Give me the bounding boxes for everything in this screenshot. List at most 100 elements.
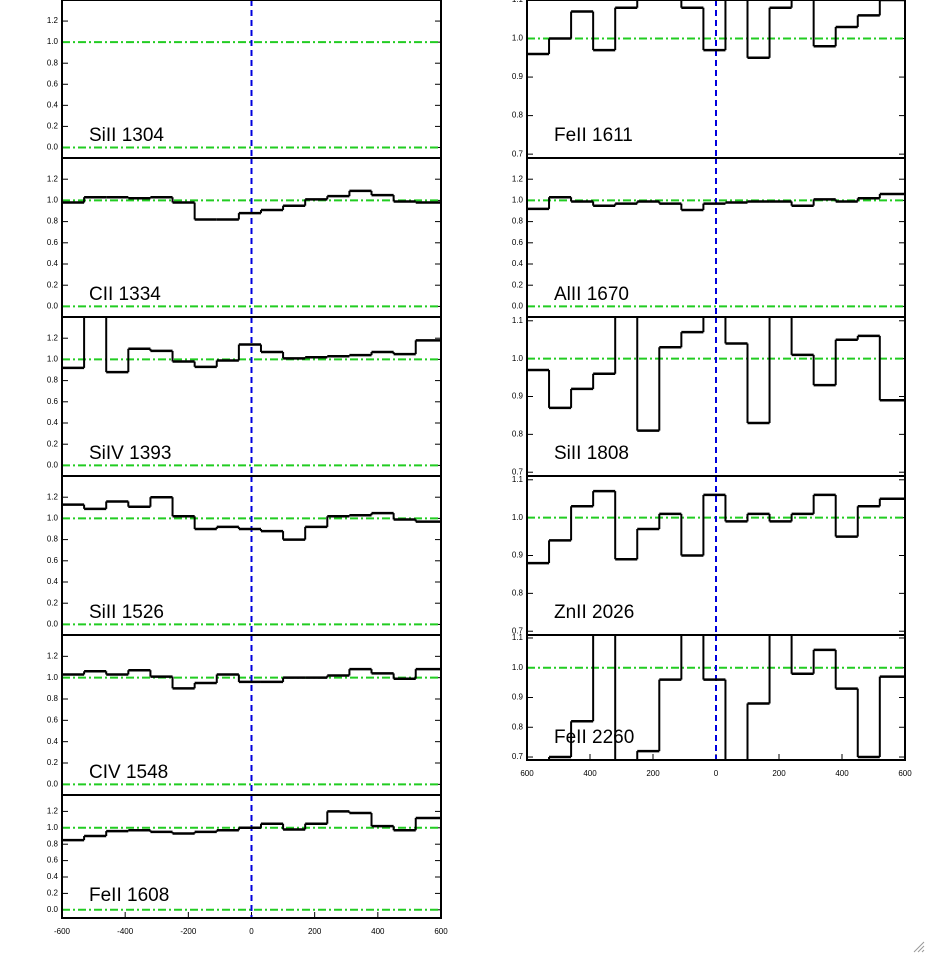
y-tick-label: 1.0 <box>47 673 59 682</box>
x-tick-label: 200 <box>308 927 322 936</box>
y-tick-label: 0.9 <box>512 392 524 401</box>
x-tick-label: -200 <box>180 927 197 936</box>
step-line <box>527 0 905 60</box>
y-tick-label: 1.1 <box>512 0 524 4</box>
y-tick-label: 1.2 <box>47 16 59 25</box>
panel: 0.7 0.8 0.9 1.0 1.1 FeII 1611 <box>512 0 906 159</box>
step-line <box>62 189 441 221</box>
y-tick-label: 0.0 <box>47 461 59 470</box>
y-tick-label: 1.2 <box>47 651 59 660</box>
panel: 0.0 0.2 0.4 0.6 0.8 1.0 1.2 SiIV 1393 <box>47 316 442 477</box>
y-tick-label: 0.7 <box>512 467 524 476</box>
step-line <box>62 667 441 690</box>
y-tick-label: 0.8 <box>47 376 59 385</box>
y-tick-label: 0.4 <box>512 259 524 268</box>
y-tick-label: 0.8 <box>512 429 524 438</box>
x-tick-label: 400 <box>835 769 849 778</box>
y-tick-label: 0.2 <box>512 280 524 289</box>
step-line <box>62 495 441 541</box>
y-tick-label: 0.4 <box>47 100 59 109</box>
x-tick-label: 0 <box>249 927 254 936</box>
y-tick-label: 1.1 <box>512 475 524 484</box>
line-label: SiII 1526 <box>89 602 164 623</box>
y-tick-label: 1.0 <box>512 663 524 672</box>
panel: 0.0 0.2 0.4 0.6 0.8 1.0 1.2 CII 1334 <box>47 157 442 318</box>
y-tick-label: 0.4 <box>47 418 59 427</box>
y-tick-label: 0.2 <box>47 889 59 898</box>
y-tick-label: 0.2 <box>47 598 59 607</box>
y-tick-label: 1.2 <box>47 333 59 342</box>
x-tick-label: 600 <box>898 769 912 778</box>
y-tick-label: 1.0 <box>512 513 524 522</box>
y-tick-label: 1.1 <box>512 316 524 325</box>
y-tick-label: 1.0 <box>512 196 524 205</box>
y-tick-label: 0.6 <box>47 856 59 865</box>
y-tick-label: 0.2 <box>47 280 59 289</box>
panel: 0.0 0.2 0.4 0.6 0.8 1.0 1.2 SiII 1304 <box>47 0 442 159</box>
panel: 0.0 0.2 0.4 0.6 0.8 1.0 1.2 AlII 1670 <box>512 157 906 318</box>
y-tick-label: 1.2 <box>47 174 59 183</box>
x-tick-label: 400 <box>583 769 597 778</box>
line-label: FeII 1611 <box>554 125 633 146</box>
y-tick-label: 0.9 <box>512 551 524 560</box>
y-tick-label: 0.4 <box>47 737 59 746</box>
x-tick-label: 200 <box>772 769 786 778</box>
step-line <box>527 192 905 212</box>
y-tick-label: 0.8 <box>512 588 524 597</box>
x-tick-label: 600 <box>434 927 448 936</box>
y-tick-label: 0.8 <box>47 694 59 703</box>
panel-frame <box>61 794 442 919</box>
panel: 0.7 0.8 0.9 1.0 1.1 600 400 200 0 200 400 600 FeII 2… <box>512 633 912 778</box>
y-tick-label: 1.0 <box>47 514 59 523</box>
line-label: FeII 1608 <box>89 885 169 906</box>
step-line <box>548 635 905 760</box>
y-tick-label: 1.2 <box>47 492 59 501</box>
y-tick-label: 0.0 <box>47 779 59 788</box>
step-line <box>62 317 441 374</box>
x-tick-label: -600 <box>54 927 71 936</box>
y-tick-label: 1.2 <box>47 807 59 816</box>
y-tick-label: 0.8 <box>47 217 59 226</box>
line-label: ZnII 2026 <box>554 602 634 623</box>
y-tick-label: 1.0 <box>47 37 59 46</box>
y-tick-label: 0.8 <box>47 58 59 67</box>
x-tick-label: -400 <box>117 927 134 936</box>
y-tick-label: 1.2 <box>512 174 524 183</box>
y-tick-label: 1.0 <box>47 196 59 205</box>
x-tick-label: 400 <box>371 927 385 936</box>
y-tick-label: 0.6 <box>47 715 59 724</box>
y-tick-label: 0.0 <box>47 620 59 629</box>
x-tick-label: 200 <box>646 769 660 778</box>
line-label: SiII 1808 <box>554 443 629 464</box>
y-tick-label: 0.9 <box>512 72 524 81</box>
panel: 0.7 0.8 0.9 1.0 1.1 ZnII 2026 <box>512 475 906 636</box>
panel: 0.0 0.2 0.4 0.6 0.8 1.0 1.2 -600 -400 -200 0 200 400… <box>47 794 448 936</box>
y-tick-label: 0.8 <box>47 535 59 544</box>
line-label: CIV 1548 <box>89 762 168 783</box>
panel: 0.7 0.8 0.9 1.0 1.1 SiII 1808 <box>512 316 906 477</box>
line-label: CII 1334 <box>89 284 161 305</box>
y-tick-label: 0.0 <box>47 905 59 914</box>
y-tick-label: 0.2 <box>47 758 59 767</box>
x-tick-label: 0 <box>714 769 719 778</box>
y-tick-label: 0.4 <box>47 577 59 586</box>
y-tick-label: 0.9 <box>512 693 524 702</box>
y-tick-label: 0.7 <box>512 149 524 158</box>
step-line <box>527 489 905 565</box>
y-tick-label: 0.0 <box>47 302 59 311</box>
y-tick-label: 0.6 <box>47 238 59 247</box>
y-tick-label: 0.2 <box>47 122 59 131</box>
y-tick-label: 0.6 <box>47 556 59 565</box>
y-tick-label: 1.0 <box>47 823 59 832</box>
y-tick-label: 0.7 <box>512 752 524 761</box>
y-tick-label: 1.0 <box>512 354 524 363</box>
line-label: SiII 1304 <box>89 125 164 146</box>
y-tick-label: 0.4 <box>47 872 59 881</box>
panel-frame <box>526 634 906 761</box>
y-tick-label: 0.6 <box>512 238 524 247</box>
y-tick-label: 0.8 <box>512 111 524 120</box>
resize-handle <box>913 941 925 953</box>
panel: 0.0 0.2 0.4 0.6 0.8 1.0 1.2 SiII 1526 <box>47 475 442 636</box>
